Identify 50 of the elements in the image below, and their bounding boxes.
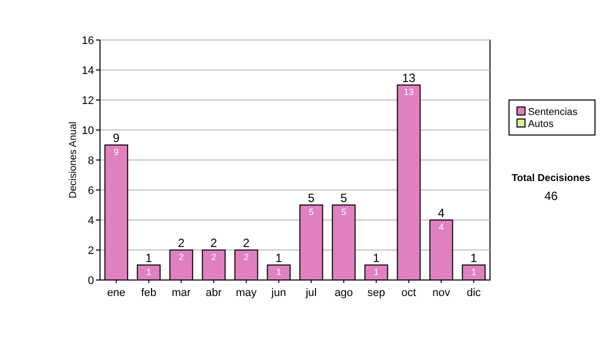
x-tick-label: nov [432,287,451,299]
y-tick-label: 12 [82,95,94,107]
x-tick-label: feb [141,287,156,299]
x-tick-label: jun [270,287,286,299]
data-label: 9 [114,147,119,157]
data-label: 1 [146,267,152,277]
x-tick-label: abr [206,287,222,299]
total-label: 13 [402,71,416,85]
data-label: 5 [308,207,314,217]
x-tick-label: ago [334,287,353,299]
x-tick-label: sep [367,287,386,299]
total-label: 5 [340,191,348,205]
x-tick-label: may [236,287,258,299]
y-tick-label: 4 [88,215,94,227]
total-label: 2 [178,236,185,250]
y-tick-label: 0 [88,275,94,287]
total-label: 9 [112,131,120,145]
y-tick-label: 6 [88,185,94,197]
total-label: 4 [438,206,445,220]
x-tick-label: dic [466,287,482,299]
total-label: 1 [145,251,152,265]
text: Total Decisiones [512,173,591,184]
total-label: 1 [275,251,282,265]
x-tick-label: mar [172,287,192,299]
y-tick-label: 10 [82,125,94,137]
y-tick-label: 8 [88,155,94,167]
data-label: 5 [341,207,346,217]
total-label: 1 [470,251,478,265]
y-tick-label: 16 [82,35,94,47]
total-label: 2 [242,236,250,250]
legend-label: Sentencias [528,107,578,118]
x-tick-label: oct [401,287,416,299]
data-label: 1 [374,267,379,277]
data-label: 2 [244,252,249,262]
y-tick-label: 2 [88,245,94,257]
data-label: 1 [276,267,282,277]
y-tick-label: 14 [82,65,94,77]
data-label: 2 [178,252,184,262]
total-label: 1 [372,251,380,265]
y-axis-title: Decisiones Anual [68,122,79,198]
x-tick-label: jul [304,287,317,299]
data-label: 13 [404,87,414,97]
text: 46 [544,189,558,203]
x-tick-label: ene [107,287,126,299]
total-label: 2 [210,236,218,250]
data-label: 1 [471,267,476,277]
legend-label: Autos [528,119,554,130]
data-label: 4 [438,222,444,232]
total-label: 5 [308,191,315,205]
data-label: 2 [211,252,216,262]
